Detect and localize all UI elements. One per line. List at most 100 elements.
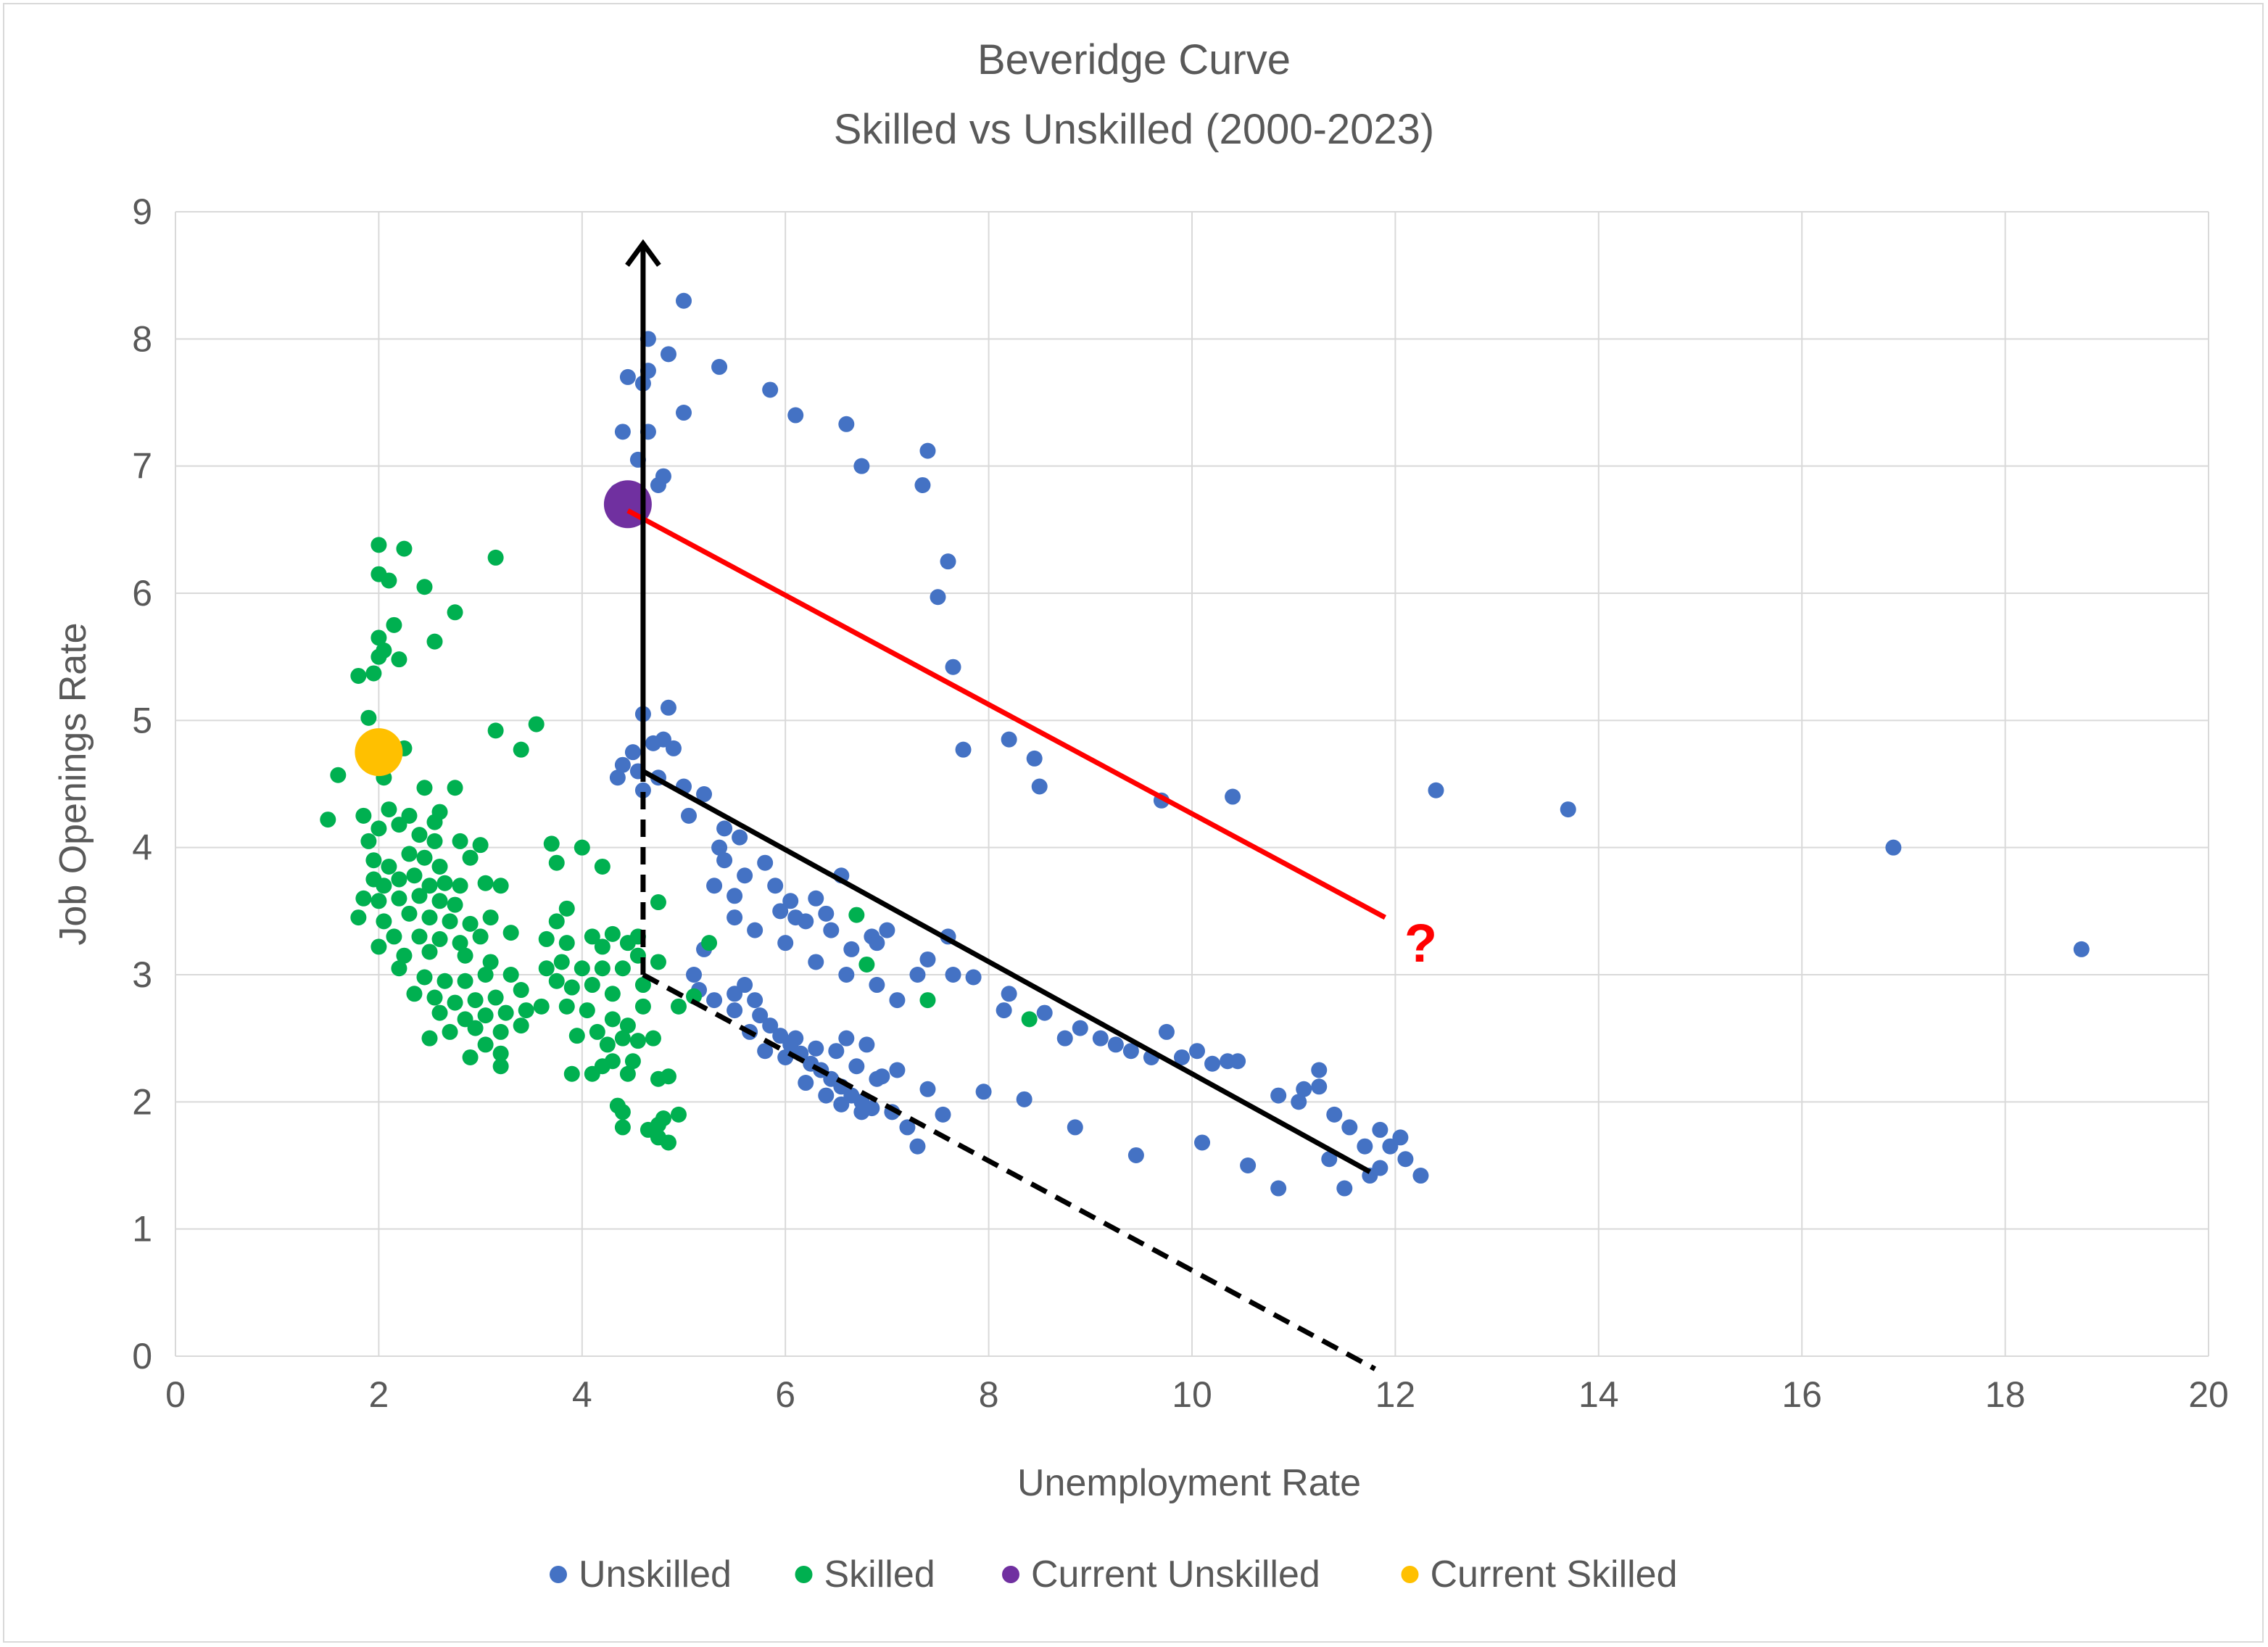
skilled-point [381,572,397,589]
skilled-point [391,817,407,833]
skilled-point [442,1023,458,1040]
unskilled-point [686,967,703,983]
question-mark-annotation: ? [1404,913,1437,973]
skilled-point [614,1119,631,1136]
unskilled-point [858,1036,875,1053]
skilled-point [447,994,463,1011]
skilled-point [548,854,565,871]
unskilled-point [1072,1020,1088,1036]
legend-marker [795,1566,813,1583]
unskilled-point [1357,1138,1373,1155]
skilled-point [584,928,600,945]
y-tick-label: 2 [132,1081,152,1122]
unskilled-point [676,405,692,421]
skilled-point [355,807,372,824]
unskilled-point [1056,1030,1073,1047]
unskilled-point [889,1062,906,1078]
unskilled-point [914,476,931,493]
y-tick-label: 5 [132,700,152,740]
skilled-point [492,1058,509,1075]
unskilled-point [1067,1119,1083,1136]
skilled-point [604,1011,621,1028]
skilled-point [558,998,575,1015]
unskilled-point [727,888,743,904]
unskilled-point [1092,1030,1109,1047]
unskilled-point [1122,1043,1139,1060]
skilled-point [701,935,718,952]
unskilled-point [940,553,956,570]
unskilled-point [909,967,926,983]
unskilled-point [945,659,961,675]
skilled-point [406,986,423,1002]
unskilled-point [1001,986,1017,1002]
skilled-point [442,913,458,930]
unskilled-point [1107,1036,1124,1053]
skilled-point [462,915,479,932]
skilled-point [371,820,387,837]
legend-marker [1401,1566,1419,1583]
unskilled-point [762,1017,779,1034]
unskilled-point [1341,1119,1358,1136]
skilled-point [584,977,600,994]
skilled-point [391,890,407,907]
skilled-point [452,935,468,952]
unskilled-point [1158,1023,1175,1040]
unskilled-point [634,782,651,798]
unskilled-point [1336,1180,1353,1197]
skilled-point [594,858,611,875]
unskilled-point [752,1007,769,1024]
unskilled-point [1372,1121,1388,1138]
unskilled-point [1382,1138,1399,1155]
unskilled-point [1270,1087,1287,1104]
skilled-point [492,1023,509,1040]
skilled-point [401,905,418,922]
x-tick-label: 12 [1375,1374,1416,1415]
unskilled-point [747,922,763,938]
skilled-point [431,1004,448,1021]
skilled-point [670,998,687,1015]
skilled-point [411,888,428,904]
x-tick-label: 10 [1172,1374,1212,1415]
skilled-point [477,1007,494,1024]
skilled-point [467,1020,484,1036]
skilled-point [594,960,611,977]
y-tick-label: 4 [132,827,152,868]
unskilled-point [737,867,753,884]
skilled-point [518,1002,534,1019]
unskilled-point [1326,1106,1343,1123]
unskilled-point [681,807,698,824]
skilled-point [320,812,336,828]
skilled-point [660,1134,676,1151]
skilled-point [528,716,545,732]
y-tick-label: 9 [132,191,152,232]
skilled-point [371,893,387,909]
unskilled-point [899,1119,916,1136]
unskilled-point [706,878,723,894]
skilled-point [645,1030,661,1047]
skilled-point [574,960,590,977]
skilled-point [634,998,651,1015]
skilled-point [447,780,463,796]
skilled-point [350,909,367,926]
skilled-point [452,833,468,849]
unskilled-point [711,358,728,375]
unskilled-point [975,1083,992,1100]
legend-marker [550,1566,567,1583]
skilled-point [472,928,489,945]
unskilled-point [762,381,779,398]
unskilled-point [869,1070,885,1087]
skilled-point [634,977,651,994]
skilled-point [360,709,377,726]
skilled-point [391,960,407,977]
skilled-point [371,630,387,646]
skilled-point [436,973,453,989]
skilled-point [548,973,565,989]
unskilled-point [1412,1168,1429,1184]
skilled-point [452,878,468,894]
x-tick-label: 18 [1985,1374,2026,1415]
x-axis-title: Unemployment Rate [1017,1462,1361,1504]
skilled-point [513,1017,529,1034]
unskilled-point [1036,1004,1053,1021]
skilled-point [381,801,397,818]
y-tick-label: 0 [132,1336,152,1376]
